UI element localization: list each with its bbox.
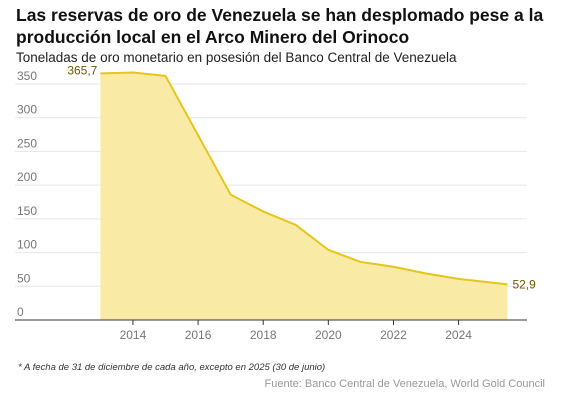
y-tick-label: 150 — [17, 204, 37, 218]
x-axis-ticks: 2014 2016 2018 2020 2022 2024 — [120, 320, 472, 342]
y-tick-label: 0 — [17, 305, 24, 319]
y-tick-label: 350 — [17, 69, 37, 83]
x-tick-label: 2014 — [120, 328, 147, 342]
x-tick-label: 2024 — [445, 328, 472, 342]
footnote: * A fecha de 31 de diciembre de cada año… — [18, 362, 326, 373]
x-tick-label: 2022 — [380, 328, 407, 342]
x-tick-label: 2018 — [250, 328, 277, 342]
source-note: Fuente: Banco Central de Venezuela, Worl… — [264, 378, 545, 390]
y-tick-label: 200 — [17, 170, 37, 184]
chart-subtitle: Toneladas de oro monetario en posesión d… — [16, 50, 457, 65]
chart-title: Las reservas de oro de Venezuela se han … — [16, 5, 544, 47]
data-labels: 365,7 52,9 — [67, 63, 536, 291]
y-tick-label: 250 — [17, 136, 37, 150]
x-tick-label: 2016 — [185, 328, 212, 342]
data-label: 365,7 — [67, 63, 97, 77]
y-axis-ticks: 0 50 100 150 200 250 300 350 — [17, 69, 37, 319]
reserves-line — [100, 71, 508, 286]
x-tick-label: 2020 — [315, 328, 342, 342]
y-tick-label: 100 — [17, 238, 37, 252]
data-label: 52,9 — [512, 277, 536, 291]
y-tick-label: 300 — [17, 103, 37, 117]
y-tick-label: 50 — [17, 271, 31, 285]
reserves-area — [100, 72, 508, 320]
